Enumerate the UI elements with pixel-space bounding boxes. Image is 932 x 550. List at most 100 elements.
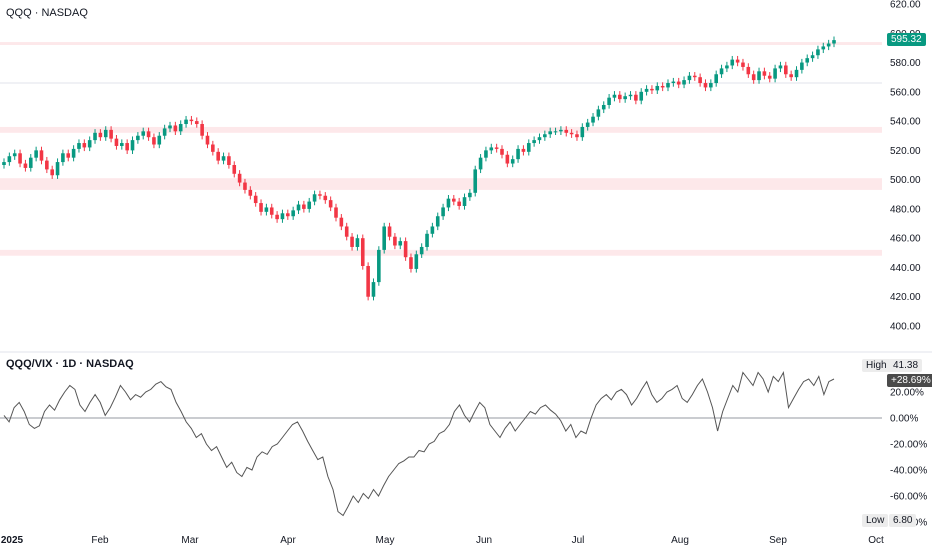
candle [98,129,103,141]
high-value: 41.38 [889,359,923,372]
ratio-line [3,370,835,517]
candle-body [650,88,654,91]
candle-body [660,85,665,88]
candle [516,145,520,163]
candlestick-series [2,36,836,301]
candle-body [484,150,488,158]
candle-body [452,198,456,202]
candle-body [77,143,81,149]
upper-y-tick-2: 580.00 [890,58,921,69]
candle-body [355,238,360,247]
candle [280,209,285,223]
low-label: Low [862,514,889,527]
candle [259,199,263,216]
candle [307,197,312,213]
x-tick-2: Mar [181,535,199,546]
candle [762,67,767,80]
candle [39,146,44,165]
candle-body [810,55,815,59]
candle-body [773,68,777,79]
candle [114,134,119,150]
candle-body [521,148,526,152]
candle-body [794,69,799,78]
candle [805,54,810,67]
x-tick-1: Feb [91,535,109,546]
candle-body [296,204,301,211]
candle-body [762,71,767,76]
candle [125,139,129,155]
candle [569,129,574,138]
candle [532,136,536,147]
candle [698,73,702,87]
candle-body [291,210,295,217]
candle [435,212,440,231]
candle [264,203,269,216]
zone-0 [0,249,882,256]
candle [489,143,494,155]
candle-body [178,124,183,132]
candle [548,127,552,138]
upper-y-tick-0: 620.00 [890,0,921,11]
x-tick-9: Oct [868,535,884,546]
upper-chart-title: QQQ · NASDAQ [6,7,88,19]
candle [82,139,87,152]
candle [211,140,215,156]
candle [419,243,424,258]
candle [173,121,178,135]
candle-body [377,249,381,283]
candle-body [162,128,167,136]
candle [832,36,836,48]
candle [478,154,483,174]
candle [253,192,258,207]
candle-body [55,162,60,176]
candle-body [569,132,574,135]
candle-body [136,135,140,141]
candle-body [221,156,226,161]
candle-body [816,49,820,56]
candle [55,158,60,179]
candle [28,154,33,172]
candle [639,88,644,105]
candle-body [403,241,408,258]
candle [232,161,237,178]
candle-body [698,77,702,84]
candle [296,200,301,215]
candle-body [184,119,188,125]
candle-body [473,169,478,193]
upper-y-tick-8: 460.00 [890,234,921,245]
candle-body [50,169,54,176]
candle-body [344,226,349,237]
candle [623,92,627,103]
candle-body [601,104,606,110]
candle-body [419,246,424,255]
low-value: 6.80 [889,514,917,527]
candle [344,222,349,241]
candle [709,79,713,92]
x-tick-0: 2025 [1,535,24,546]
zone-3 [0,42,882,45]
candle [141,127,146,140]
candle-body [414,254,419,269]
candle [12,149,17,160]
candle [168,121,172,133]
candle-body [339,217,344,227]
candle-body [719,68,724,75]
candle [275,211,279,223]
candle [430,222,435,238]
candle [671,77,676,87]
candle [703,79,708,92]
candle-body [34,150,38,158]
candle [323,192,328,204]
candle [77,139,81,153]
candle-body [639,91,644,101]
candle-body [211,144,215,152]
candle-body [253,195,258,204]
candle [585,118,590,131]
candle-body [430,226,435,234]
candle-body [307,201,312,209]
candle-body [243,182,247,190]
candle-body [462,197,467,206]
candle [216,148,220,165]
candle-body [478,157,483,170]
